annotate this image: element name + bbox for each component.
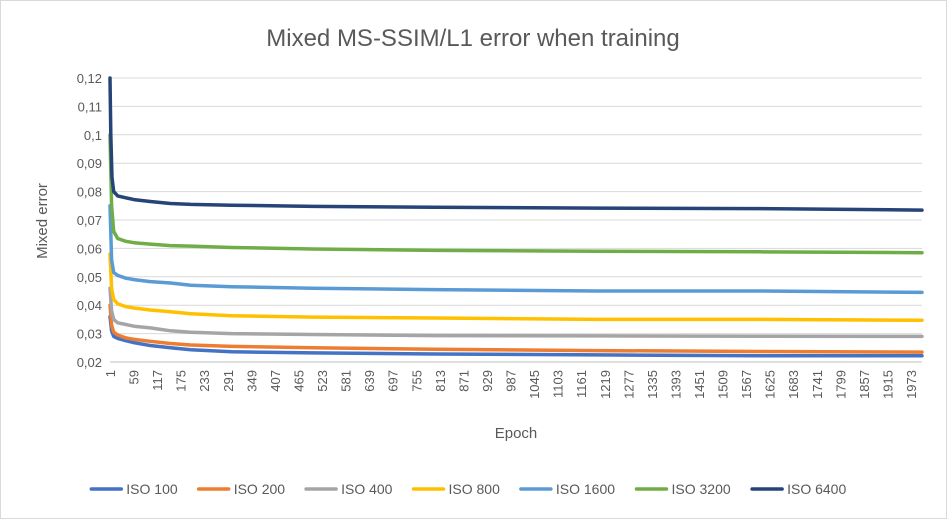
- x-tick-label: 407: [268, 370, 283, 392]
- x-tick-label: 813: [433, 370, 448, 392]
- x-axis-ticks: 1 59 117 175 233 291 349 407 465 523 581 639 697 755 8…: [103, 370, 919, 399]
- x-tick-label: 233: [197, 370, 212, 392]
- legend-item-iso-800: ISO 800: [411, 481, 501, 497]
- legend-item-iso-100: ISO 100: [89, 481, 178, 497]
- x-tick-label: 1161: [574, 370, 589, 398]
- legend: ISO 100 ISO 200 ISO 400 ISO 800 ISO 1600 ISO …: [89, 481, 846, 497]
- x-tick-label: 117: [150, 370, 165, 391]
- x-tick-label: 523: [315, 370, 330, 392]
- x-tick-label: 175: [174, 370, 189, 392]
- x-tick-label: 1509: [716, 370, 731, 399]
- legend-label: ISO 800: [449, 481, 501, 497]
- y-tick-label: 0,1: [84, 128, 102, 143]
- y-tick-label: 0,02: [77, 355, 102, 370]
- x-tick-label: 929: [480, 370, 495, 392]
- series-line-iso-100: [108, 314, 924, 358]
- x-tick-label: 1277: [621, 370, 636, 399]
- x-tick-label: 1857: [857, 370, 872, 399]
- x-tick-label: 1045: [527, 370, 542, 399]
- x-tick-label: 1741: [810, 370, 825, 399]
- y-tick-label: 0,08: [77, 185, 102, 200]
- x-tick-label: 1973: [904, 370, 919, 399]
- x-tick-label: 697: [386, 370, 401, 392]
- x-tick-label: 349: [244, 370, 259, 392]
- x-tick-label: 1625: [763, 370, 778, 399]
- y-tick-label: 0,11: [78, 99, 102, 114]
- y-tick-label: 0,04: [77, 298, 102, 313]
- x-tick-label: 465: [291, 370, 306, 392]
- legend-item-iso-1600: ISO 1600: [519, 481, 615, 497]
- x-tick-label: 639: [362, 370, 377, 392]
- y-tick-label: 0,06: [77, 241, 102, 256]
- series-line-iso-800: [108, 252, 924, 323]
- legend-item-iso-200: ISO 200: [196, 481, 286, 497]
- y-tick-label: 0,09: [77, 156, 102, 171]
- x-tick-label: 1799: [833, 370, 848, 399]
- x-tick-label: 871: [456, 370, 471, 392]
- legend-label: ISO 6400: [787, 481, 846, 497]
- x-tick-label: 1683: [786, 370, 801, 399]
- y-axis-ticks: 0,02 0,03 0,04 0,05 0,06 0,07 0,08 0,09 0,1 0,11 0…: [77, 71, 102, 370]
- legend-item-iso-3200: ISO 3200: [634, 481, 731, 497]
- series-line-iso-1600: [108, 204, 924, 295]
- legend-label: ISO 1600: [556, 481, 615, 497]
- series-line-iso-6400: [108, 76, 924, 212]
- x-tick-label: 1451: [692, 370, 707, 399]
- series-line-iso-400: [108, 286, 924, 339]
- x-tick-label: 1567: [739, 370, 754, 399]
- y-tick-label: 0,07: [77, 213, 102, 228]
- series-line-iso-3200: [108, 133, 924, 255]
- y-axis-label: Mixed error: [34, 183, 51, 259]
- x-tick-label: 1103: [551, 370, 566, 398]
- legend-label: ISO 200: [234, 481, 286, 497]
- x-tick-label: 1393: [668, 370, 683, 399]
- chart-title: Mixed MS-SSIM/L1 error when training: [266, 25, 679, 52]
- x-tick-label: 291: [221, 370, 236, 392]
- legend-item-iso-400: ISO 400: [304, 481, 393, 497]
- series-line-iso-200: [108, 303, 924, 354]
- x-tick-label: 755: [409, 370, 424, 392]
- legend-label: ISO 100: [126, 481, 178, 497]
- legend-label: ISO 400: [341, 481, 393, 497]
- x-tick-label: 1: [103, 370, 118, 377]
- x-axis-label: Epoch: [495, 425, 538, 442]
- y-tick-label: 0,05: [77, 270, 102, 285]
- legend-label: ISO 3200: [672, 481, 731, 497]
- x-tick-label: 1335: [645, 370, 660, 399]
- y-tick-label: 0,03: [77, 327, 102, 342]
- y-tick-label: 0,12: [77, 71, 102, 86]
- series-lines: [108, 76, 924, 358]
- x-tick-label: 987: [504, 370, 519, 392]
- x-tick-label: 59: [127, 370, 142, 384]
- x-tick-label: 1219: [598, 370, 613, 399]
- x-tick-label: 1915: [880, 370, 895, 399]
- legend-item-iso-6400: ISO 6400: [750, 481, 846, 497]
- x-tick-label: 581: [339, 370, 354, 392]
